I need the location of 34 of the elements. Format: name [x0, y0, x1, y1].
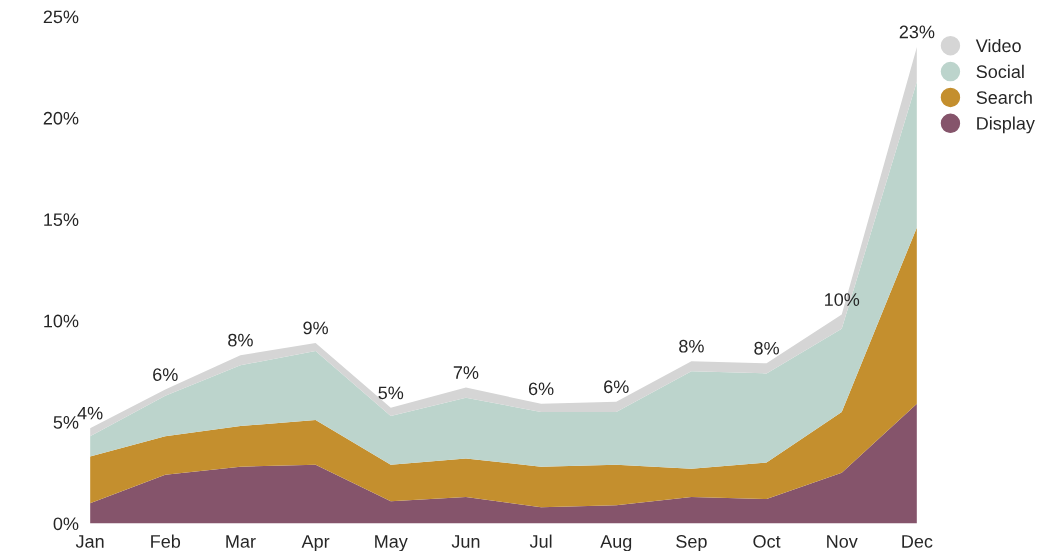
- legend-label: Search: [976, 90, 1032, 104]
- total-label: 8%: [754, 341, 779, 355]
- x-tick-label: Dec: [902, 535, 933, 548]
- total-label: 6%: [604, 380, 629, 394]
- x-tick-label: May: [375, 535, 408, 551]
- total-label: 9%: [303, 321, 328, 335]
- y-tick-label: 15%: [44, 213, 79, 227]
- x-tick-label: Jul: [529, 534, 552, 548]
- total-label: 23%: [899, 25, 935, 39]
- y-tick-label: 10%: [44, 314, 79, 328]
- legend-label: Social: [976, 64, 1024, 79]
- total-label: 4%: [77, 406, 103, 420]
- x-tick-label: Sep: [676, 535, 707, 551]
- x-tick-label: Mar: [226, 535, 256, 548]
- x-tick-label: Nov: [827, 535, 858, 548]
- y-tick-label: 20%: [43, 111, 79, 125]
- total-label: 8%: [679, 339, 704, 353]
- x-tick-label: Apr: [301, 535, 330, 551]
- x-tick-label: Aug: [600, 535, 632, 551]
- x-tick-label: Jun: [451, 535, 480, 548]
- x-tick-label: Oct: [753, 535, 781, 548]
- y-tick-label: 25%: [43, 10, 79, 24]
- total-label: 6%: [153, 368, 178, 381]
- total-label: 8%: [228, 333, 253, 347]
- x-tick-label: Jan: [75, 535, 104, 548]
- x-tick-label: Feb: [151, 534, 181, 548]
- legend-label: Display: [977, 116, 1035, 134]
- total-label: 5%: [378, 386, 404, 400]
- total-label: 7%: [453, 366, 479, 379]
- total-label: 6%: [528, 382, 554, 396]
- y-tick-label: 0%: [53, 517, 79, 531]
- legend-label: Video: [975, 38, 1021, 53]
- y-tick-label: 5%: [53, 416, 79, 429]
- total-label: 10%: [825, 293, 860, 306]
